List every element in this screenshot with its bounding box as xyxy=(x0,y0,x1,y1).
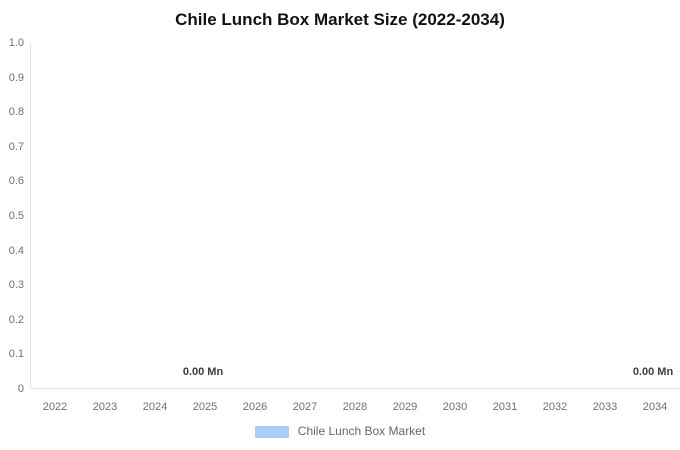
legend-swatch-icon xyxy=(254,425,289,438)
x-axis-tick-label: 2026 xyxy=(242,401,268,413)
y-axis-tick-label: 0.5 xyxy=(8,210,24,222)
y-axis-tick-label: 0.2 xyxy=(8,313,24,326)
x-axis-tick-label: 2024 xyxy=(142,401,168,413)
legend-label: Chile Lunch Box Market xyxy=(297,424,426,438)
x-axis-tick-label: 2034 xyxy=(642,401,668,413)
y-axis-tick-label: 0.3 xyxy=(8,279,24,292)
y-axis-tick-label: 0.7 xyxy=(8,140,24,153)
x-axis-tick-label: 2029 xyxy=(392,401,418,413)
y-axis-tick-label: 0.6 xyxy=(8,175,24,188)
y-axis-tick-label: 0.9 xyxy=(8,71,24,84)
y-axis-tick-label: 1.0 xyxy=(8,37,24,49)
y-axis-tick-label: 0.4 xyxy=(8,244,24,257)
y-axis-tick-label: 0 xyxy=(17,383,24,395)
data-label: 0.00 Mn xyxy=(632,366,674,378)
legend-item[interactable]: Chile Lunch Box Market xyxy=(254,424,426,439)
x-axis-tick-label: 2028 xyxy=(342,401,368,413)
plot-area xyxy=(30,43,680,389)
x-axis-tick-label: 2033 xyxy=(592,401,618,413)
y-axis-tick-label: 0.8 xyxy=(8,106,24,119)
x-axis-tick-label: 2031 xyxy=(492,401,518,413)
x-axis-tick-label: 2022 xyxy=(42,401,68,413)
y-axis-tick-label: 0.1 xyxy=(8,348,24,361)
x-axis-tick-label: 2032 xyxy=(542,401,568,413)
x-axis-tick-label: 2027 xyxy=(292,401,318,413)
chart-title: Chile Lunch Box Market Size (2022-2034) xyxy=(175,10,505,29)
legend: Chile Lunch Box Market xyxy=(0,424,680,439)
x-axis-tick-label: 2023 xyxy=(92,401,118,413)
data-label: 0.00 Mn xyxy=(182,366,224,378)
x-axis-tick-label: 2025 xyxy=(192,401,218,413)
x-axis-tick-label: 2030 xyxy=(442,401,468,413)
